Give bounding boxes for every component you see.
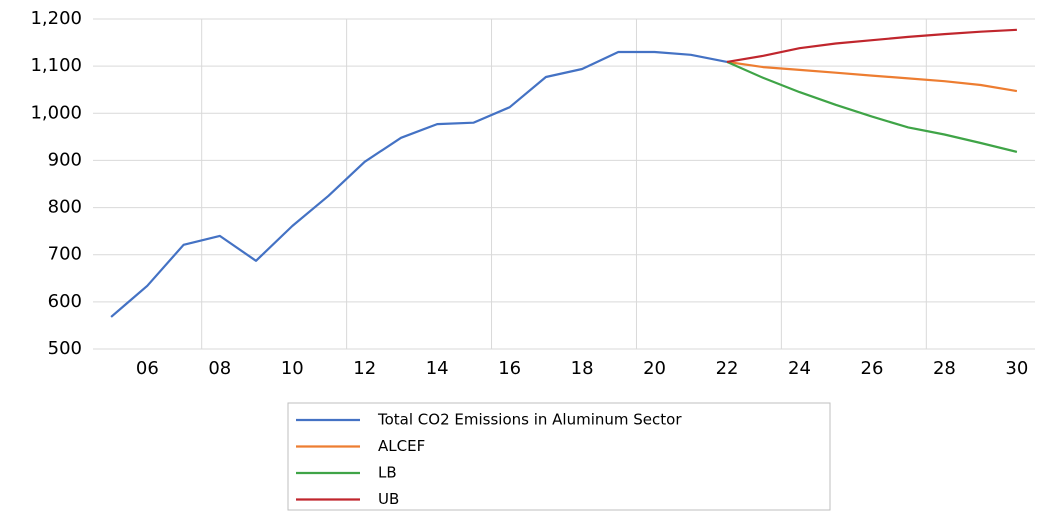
y-tick-label: 1,000 (30, 102, 82, 123)
legend-label: LB (378, 464, 397, 482)
legend-label: ALCEF (378, 437, 425, 455)
series-line (726, 28, 1017, 63)
x-tick-label: 30 (1005, 358, 1028, 379)
y-tick-label: 500 (48, 338, 82, 359)
x-tick-label: 28 (933, 358, 956, 379)
x-tick-label: 14 (426, 358, 449, 379)
y-tick-label: 600 (48, 291, 82, 312)
legend-box (287, 402, 831, 511)
x-tick-label: 06 (136, 358, 159, 379)
series-line (110, 50, 728, 318)
y-tick-label: 800 (48, 197, 82, 218)
x-tick-label: 22 (716, 358, 739, 379)
x-tick-label: 08 (208, 358, 231, 379)
y-tick-label: 900 (48, 149, 82, 170)
x-tick-label: 12 (353, 358, 376, 379)
x-tick-label: 16 (498, 358, 521, 379)
y-tick-label: 700 (48, 244, 82, 265)
series-line (726, 60, 1018, 93)
y-tick-label: 1,100 (30, 55, 82, 76)
x-tick-label: 18 (571, 358, 594, 379)
x-tick-label: 10 (281, 358, 304, 379)
x-tick-label: 26 (861, 358, 884, 379)
series-line (726, 60, 1018, 153)
y-tick-label: 1,200 (30, 8, 82, 29)
x-tick-label: 24 (788, 358, 811, 379)
legend-label: Total CO2 Emissions in Aluminum Sector (377, 411, 682, 429)
x-tick-label: 20 (643, 358, 666, 379)
legend-label: UB (378, 490, 399, 508)
